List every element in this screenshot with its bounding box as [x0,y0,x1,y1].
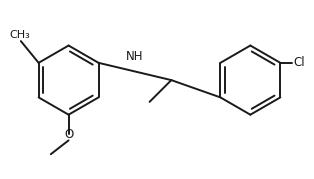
Text: O: O [64,128,73,141]
Text: NH: NH [126,50,144,63]
Text: Cl: Cl [293,56,305,69]
Text: CH₃: CH₃ [9,30,30,40]
